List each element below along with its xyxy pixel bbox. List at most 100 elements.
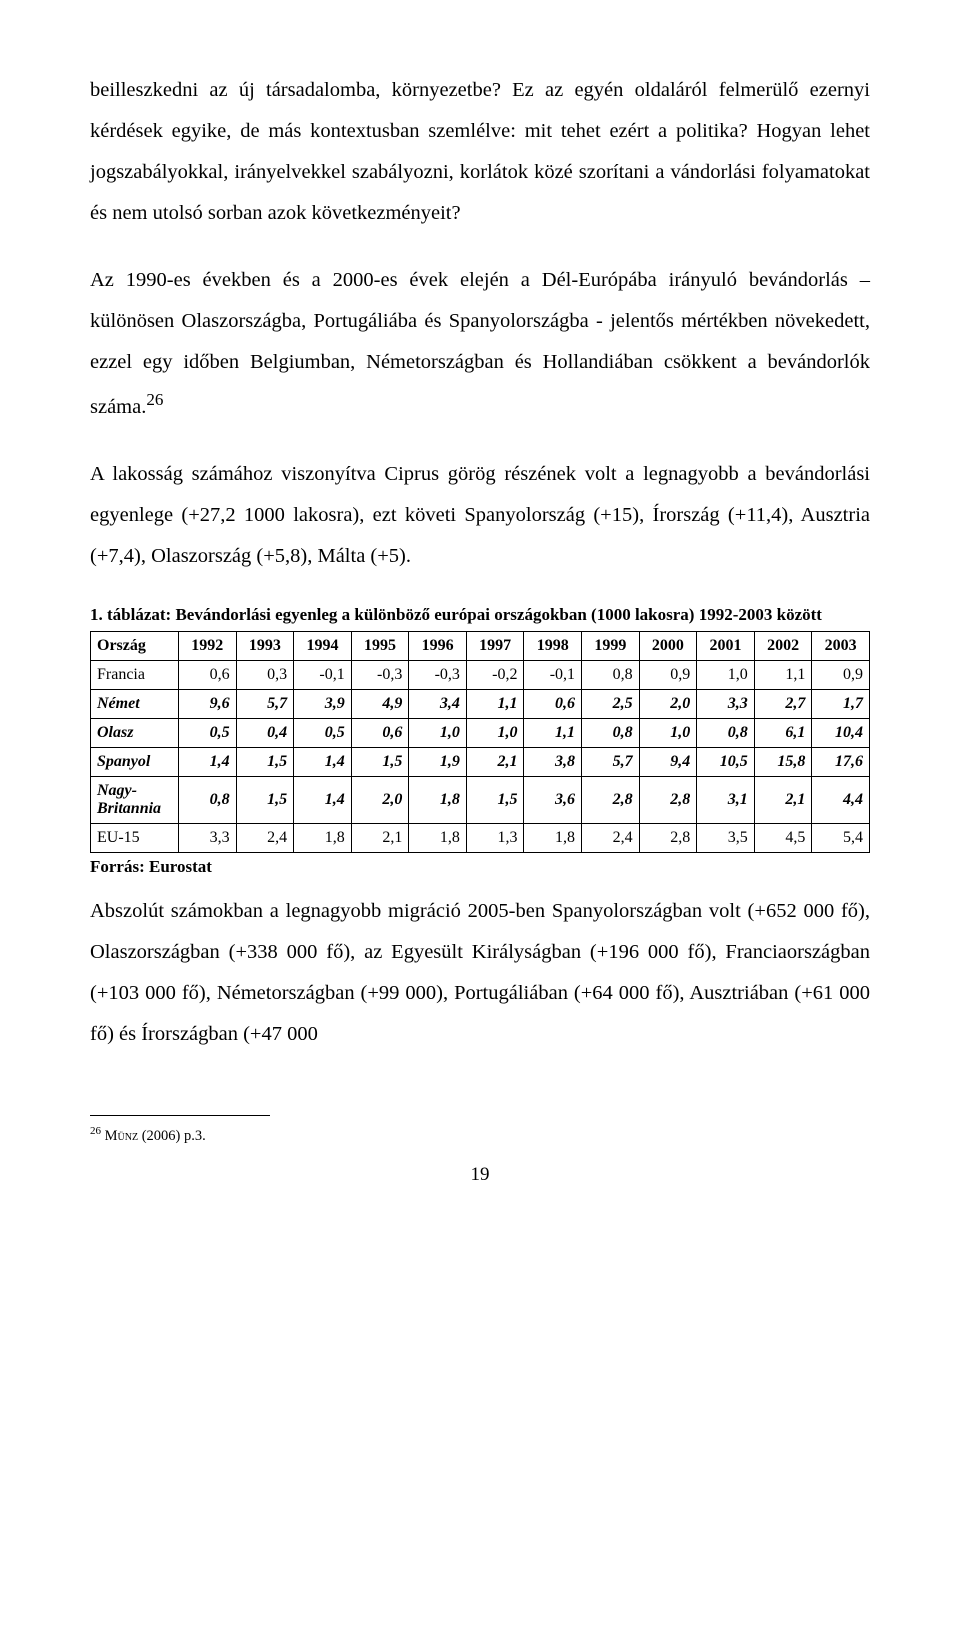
footnote-separator — [90, 1115, 270, 1116]
footnote-ref-26: 26 — [146, 390, 163, 409]
table-cell: 4,5 — [754, 823, 812, 852]
table-cell: 1,4 — [294, 776, 352, 823]
footnote-number: 26 — [90, 1125, 101, 1137]
table-cell: 1,1 — [524, 718, 582, 747]
table-cell: 4,9 — [351, 689, 409, 718]
table-cell: 2,8 — [639, 823, 697, 852]
table-cell: 0,9 — [639, 660, 697, 689]
paragraph-2: Az 1990-es években és a 2000-es évek ele… — [90, 260, 870, 428]
table-cell: 3,1 — [697, 776, 755, 823]
table-row: Francia0,60,3-0,1-0,3-0,3-0,2-0,10,80,91… — [91, 660, 870, 689]
table-cell: 0,9 — [812, 660, 870, 689]
table-cell: -0,2 — [466, 660, 524, 689]
table-cell: 3,3 — [179, 823, 237, 852]
table-header-year: 1994 — [294, 631, 352, 660]
table-caption: 1. táblázat: Bevándorlási egyenleg a kül… — [90, 603, 870, 627]
table-cell: 3,8 — [524, 747, 582, 776]
table-cell: -0,1 — [294, 660, 352, 689]
table-cell: 1,5 — [236, 747, 294, 776]
table-cell: 1,0 — [409, 718, 467, 747]
table-cell: 2,8 — [582, 776, 640, 823]
table-header-year: 1998 — [524, 631, 582, 660]
table-cell: 9,4 — [639, 747, 697, 776]
table-cell: 1,5 — [466, 776, 524, 823]
table-cell: 0,6 — [524, 689, 582, 718]
table-cell: 2,1 — [351, 823, 409, 852]
table-cell: 1,8 — [524, 823, 582, 852]
table-cell: 5,4 — [812, 823, 870, 852]
table-cell: 15,8 — [754, 747, 812, 776]
table-cell: 0,8 — [697, 718, 755, 747]
table-cell: -0,1 — [524, 660, 582, 689]
table-header-year: 2001 — [697, 631, 755, 660]
table-row: Spanyol1,41,51,41,51,92,13,85,79,410,515… — [91, 747, 870, 776]
table-row: Olasz0,50,40,50,61,01,01,10,81,00,86,110… — [91, 718, 870, 747]
table-cell: 0,8 — [179, 776, 237, 823]
paragraph-4: Abszolút számokban a legnagyobb migráció… — [90, 891, 870, 1055]
table-cell: 5,7 — [582, 747, 640, 776]
table-row: EU-153,32,41,82,11,81,31,82,42,83,54,55,… — [91, 823, 870, 852]
table-header-year: 2002 — [754, 631, 812, 660]
migration-table: Ország 199219931994199519961997199819992… — [90, 631, 870, 853]
table-cell: 1,0 — [697, 660, 755, 689]
table-row-label: Nagy-Britannia — [91, 776, 179, 823]
table-header-year: 1999 — [582, 631, 640, 660]
table-cell: 2,0 — [351, 776, 409, 823]
table-cell: 0,6 — [179, 660, 237, 689]
table-header-year: 2003 — [812, 631, 870, 660]
table-header-year: 1995 — [351, 631, 409, 660]
table-row-label: Spanyol — [91, 747, 179, 776]
table-cell: 10,4 — [812, 718, 870, 747]
table-cell: 2,8 — [639, 776, 697, 823]
table-header-year: 1992 — [179, 631, 237, 660]
table-cell: 0,6 — [351, 718, 409, 747]
table-cell: 2,4 — [582, 823, 640, 852]
paragraph-2-text: Az 1990-es években és a 2000-es évek ele… — [90, 269, 870, 418]
table-header-year: 2000 — [639, 631, 697, 660]
table-source: Forrás: Eurostat — [90, 857, 870, 877]
table-cell: 1,8 — [409, 823, 467, 852]
table-cell: 2,4 — [236, 823, 294, 852]
table-cell: 0,8 — [582, 718, 640, 747]
table-cell: 3,4 — [409, 689, 467, 718]
table-cell: 1,4 — [294, 747, 352, 776]
table-row-label: EU-15 — [91, 823, 179, 852]
table-cell: 0,3 — [236, 660, 294, 689]
table-cell: -0,3 — [351, 660, 409, 689]
table-cell: 1,0 — [466, 718, 524, 747]
table-cell: 9,6 — [179, 689, 237, 718]
table-cell: 3,5 — [697, 823, 755, 852]
table-cell: 1,5 — [351, 747, 409, 776]
table-cell: 2,7 — [754, 689, 812, 718]
table-header-year: 1993 — [236, 631, 294, 660]
table-row-label: Francia — [91, 660, 179, 689]
footnote-author: Münz — [105, 1127, 138, 1143]
table-cell: 0,4 — [236, 718, 294, 747]
table-cell: 0,8 — [582, 660, 640, 689]
table-header-row: Ország 199219931994199519961997199819992… — [91, 631, 870, 660]
table-row-label: Olasz — [91, 718, 179, 747]
table-header-year: 1996 — [409, 631, 467, 660]
table-cell: -0,3 — [409, 660, 467, 689]
table-cell: 1,8 — [409, 776, 467, 823]
table-row: Nagy-Britannia0,81,51,42,01,81,53,62,82,… — [91, 776, 870, 823]
page-number: 19 — [90, 1164, 870, 1186]
footnote-26: 26 Münz (2006) p.3. — [90, 1124, 870, 1146]
table-cell: 2,1 — [754, 776, 812, 823]
table-cell: 3,6 — [524, 776, 582, 823]
table-cell: 0,5 — [294, 718, 352, 747]
table-cell: 5,7 — [236, 689, 294, 718]
table-cell: 1,7 — [812, 689, 870, 718]
table-header-year: 1997 — [466, 631, 524, 660]
paragraph-3: A lakosság számához viszonyítva Ciprus g… — [90, 454, 870, 577]
table-row-label: Német — [91, 689, 179, 718]
table-cell: 1,9 — [409, 747, 467, 776]
table-cell: 2,5 — [582, 689, 640, 718]
footnote-rest: (2006) p.3. — [138, 1127, 206, 1143]
table-cell: 10,5 — [697, 747, 755, 776]
table-cell: 2,0 — [639, 689, 697, 718]
table-cell: 1,5 — [236, 776, 294, 823]
table-cell: 1,1 — [466, 689, 524, 718]
table-cell: 2,1 — [466, 747, 524, 776]
table-cell: 3,9 — [294, 689, 352, 718]
